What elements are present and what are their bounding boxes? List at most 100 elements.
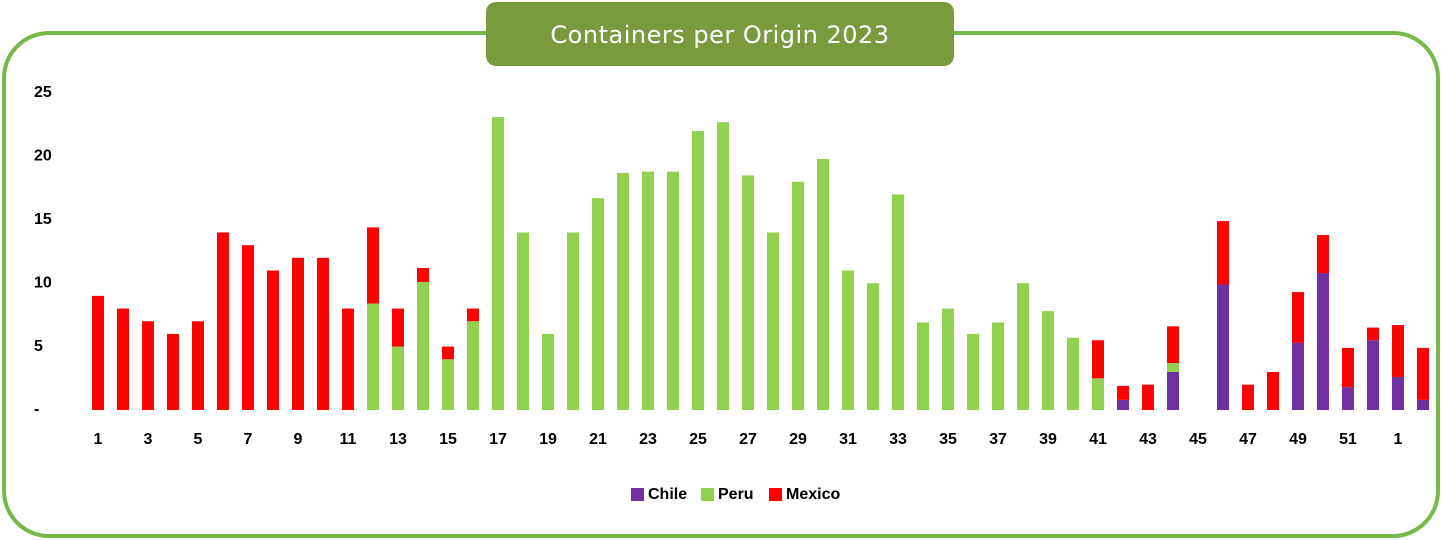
bar-segment	[617, 172, 629, 410]
x-tick-label: 33	[889, 431, 907, 448]
bar-segment	[1017, 283, 1029, 410]
bar-segment	[342, 308, 354, 410]
x-tick-label: 23	[639, 431, 657, 448]
y-tick-label: 10	[34, 274, 52, 291]
bar-segment	[817, 158, 829, 410]
x-tick-label: 21	[589, 431, 607, 448]
y-tick-label: -	[34, 401, 39, 418]
bar-segment	[1142, 384, 1154, 410]
bar-segment	[242, 245, 254, 410]
bar-segment	[1117, 385, 1129, 400]
bar-segment	[367, 227, 379, 304]
bar-segment	[1117, 399, 1129, 410]
legend-label: Chile	[648, 486, 687, 503]
x-tick-label: 19	[539, 431, 557, 448]
title-tab	[486, 2, 954, 66]
bar-segment	[1292, 342, 1304, 410]
bar-segment	[1217, 221, 1229, 285]
x-tick-label: 43	[1139, 431, 1157, 448]
x-tick-label: 41	[1089, 431, 1107, 448]
bar-segment	[417, 281, 429, 410]
x-tick-label: 47	[1239, 431, 1257, 448]
bar-segment	[1417, 399, 1429, 410]
legend-label: Peru	[718, 486, 754, 503]
bar-segment	[1317, 235, 1329, 274]
x-tick-label: 37	[989, 431, 1007, 448]
bar-segment	[942, 308, 954, 410]
x-tick-label: 1	[94, 431, 103, 448]
bar-segment	[1267, 371, 1279, 410]
bar-segment	[1292, 292, 1304, 343]
bar-segment	[92, 295, 104, 410]
x-tick-label: 39	[1039, 431, 1057, 448]
bar-segment	[892, 194, 904, 410]
bar-segment	[1367, 340, 1379, 410]
x-tick-label: 5	[194, 431, 203, 448]
bar-segment	[717, 122, 729, 410]
legend-swatch	[631, 488, 644, 501]
bar-segment	[142, 321, 154, 410]
x-tick-label: 9	[294, 431, 303, 448]
x-tick-label: 7	[244, 431, 253, 448]
bar-segment	[1317, 273, 1329, 410]
x-tick-label: 15	[439, 431, 457, 448]
x-tick-label: 45	[1189, 431, 1207, 448]
bar-segment	[1342, 387, 1354, 410]
x-tick-label: 35	[939, 431, 957, 448]
bar-segment	[1092, 340, 1104, 379]
bar-segment	[442, 359, 454, 410]
bar-segment	[567, 232, 579, 410]
x-tick-label: 29	[789, 431, 807, 448]
bar-segment	[417, 267, 429, 282]
x-tick-label: 49	[1289, 431, 1307, 448]
bar-segment	[167, 333, 179, 410]
bar-segment	[1167, 363, 1179, 372]
bar-segment	[1417, 347, 1429, 400]
bar-segment	[1342, 347, 1354, 388]
bar-segment	[1217, 284, 1229, 410]
chart-title: Containers per Origin 2023	[550, 21, 889, 49]
bar-segment	[867, 283, 879, 410]
bar-segment	[842, 270, 854, 410]
x-tick-label: 3	[144, 431, 153, 448]
x-tick-label: 17	[489, 431, 507, 448]
bar-segment	[192, 321, 204, 410]
bar-segment	[767, 232, 779, 410]
bar-segment	[217, 232, 229, 410]
y-tick-label: 20	[34, 148, 52, 165]
y-tick-label: 15	[34, 211, 52, 228]
bar-segment	[1392, 377, 1404, 410]
bar-segment	[1242, 384, 1254, 410]
bar-segment	[267, 270, 279, 410]
bar-segment	[392, 308, 404, 347]
bar-segment	[317, 257, 329, 410]
y-tick-label: 25	[34, 84, 52, 101]
bar-segment	[742, 175, 754, 410]
bar-segment	[692, 131, 704, 411]
bar-segment	[1167, 371, 1179, 410]
bar-segment	[992, 322, 1004, 410]
bar-segment	[967, 333, 979, 410]
bar-segment	[592, 198, 604, 410]
bar-segment	[1392, 325, 1404, 378]
bar-segment	[517, 232, 529, 410]
bar-segment	[442, 346, 454, 360]
x-tick-label: 11	[340, 431, 357, 448]
legend-label: Mexico	[786, 486, 840, 503]
bar-segment	[1042, 311, 1054, 410]
bar-segment	[1167, 326, 1179, 364]
legend-swatch	[701, 488, 714, 501]
x-tick-label: 27	[739, 431, 757, 448]
bar-segment	[292, 257, 304, 410]
bar-segment	[467, 308, 479, 322]
bar-segment	[792, 181, 804, 410]
bar-segment	[542, 333, 554, 410]
x-tick-label: 13	[389, 431, 407, 448]
bar-segment	[392, 346, 404, 410]
bar-segment	[467, 321, 479, 410]
x-tick-label: 51	[1339, 431, 1357, 448]
bar-segment	[667, 171, 679, 410]
legend-swatch	[769, 488, 782, 501]
bar-segment	[117, 308, 129, 410]
